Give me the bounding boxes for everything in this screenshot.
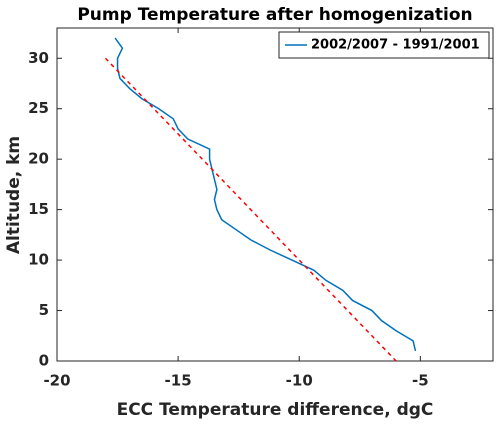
legend-label: 2002/2007 - 1991/2001 [311, 38, 480, 53]
data-line [114, 37, 417, 352]
x-axis-label: ECC Temperature difference, dgC [117, 400, 434, 420]
x-tick-label: -10 [286, 372, 313, 390]
fit-line [104, 57, 397, 362]
y-axis-label: Altitude, km [4, 136, 24, 254]
y-tick-label: 0 [39, 352, 49, 370]
y-tick-label: 5 [39, 301, 49, 319]
plot-frame [56, 27, 494, 362]
y-tick-label: 25 [28, 99, 49, 117]
y-tick-label: 10 [28, 251, 49, 269]
x-tick-label: -15 [165, 372, 192, 390]
y-tick-label: 15 [28, 200, 49, 218]
chart-title: Pump Temperature after homogenization [77, 5, 472, 25]
x-tick-label: -5 [412, 372, 429, 390]
y-tick-label: 20 [28, 150, 49, 168]
x-tick-label: -20 [43, 372, 70, 390]
legend-box [278, 31, 490, 59]
y-tick-label: 30 [28, 49, 49, 67]
